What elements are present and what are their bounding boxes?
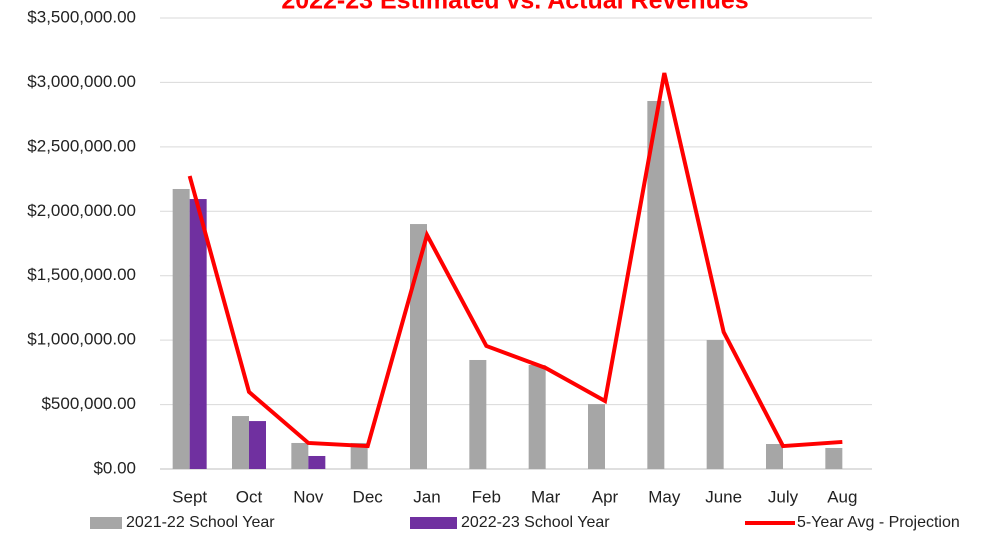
bar <box>308 455 326 469</box>
x-tick-label: Nov <box>293 487 324 506</box>
y-tick-label: $3,500,000.00 <box>27 7 136 26</box>
bar <box>647 100 665 469</box>
legend-label: 2021-22 School Year <box>126 514 275 531</box>
legend-label: 5-Year Avg - Projection <box>797 514 960 531</box>
x-tick-label: Dec <box>353 487 384 506</box>
bar <box>469 359 487 469</box>
x-tick-label: Jan <box>413 487 440 506</box>
x-tick-label: July <box>768 487 799 506</box>
bar <box>588 404 605 469</box>
x-tick-label: Oct <box>236 487 263 506</box>
x-tick-label: Aug <box>827 487 857 506</box>
x-tick-label: Sept <box>172 487 207 506</box>
bar <box>172 188 190 470</box>
bar <box>291 442 309 469</box>
y-tick-label: $1,000,000.00 <box>27 330 136 349</box>
y-tick-label: $2,000,000.00 <box>27 201 136 220</box>
legend-label: 2022-23 School Year <box>461 514 610 531</box>
x-tick-label: Mar <box>531 487 561 506</box>
bar <box>232 416 249 469</box>
bar <box>350 442 368 469</box>
bar <box>706 340 724 469</box>
legend-swatch <box>410 517 457 529</box>
y-tick-label: $1,500,000.00 <box>27 265 136 284</box>
x-tick-label: June <box>705 487 742 506</box>
x-tick-label: Apr <box>592 487 619 506</box>
y-tick-label: $3,000,000.00 <box>27 72 136 91</box>
bar <box>528 365 546 469</box>
bar <box>249 421 266 469</box>
chart-title: 2022-23 Estimated vs. Actual Revenues <box>281 0 748 15</box>
line <box>187 72 843 449</box>
bar <box>189 199 207 469</box>
y-tick-label: $500,000.00 <box>41 394 136 413</box>
legend-swatch <box>90 517 122 529</box>
bar <box>766 444 783 469</box>
bar <box>825 447 843 469</box>
y-tick-label: $0.00 <box>93 458 136 477</box>
x-tick-label: May <box>648 487 681 506</box>
x-tick-label: Feb <box>472 487 501 506</box>
y-tick-label: $2,500,000.00 <box>27 136 136 155</box>
